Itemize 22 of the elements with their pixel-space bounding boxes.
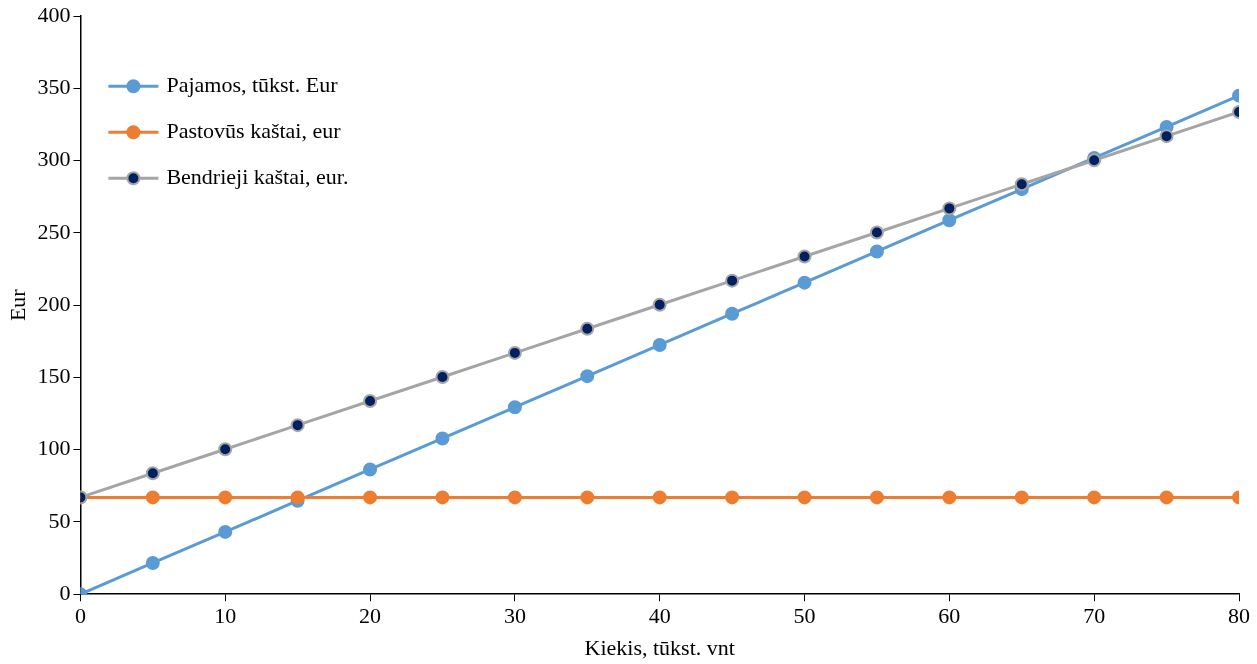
y-tick-label: 300: [37, 146, 71, 172]
y-tick-label: 0: [59, 579, 71, 605]
y-tick-label: 200: [37, 290, 71, 316]
x-tick-label: 60: [938, 603, 961, 629]
y-tick-label: 100: [37, 435, 71, 461]
x-tick-label: 30: [503, 603, 526, 629]
y-tick-label: 350: [37, 74, 71, 100]
y-tick-label: 250: [37, 218, 71, 244]
y-tick-label: 50: [48, 507, 71, 533]
x-tick-label: 70: [1083, 603, 1106, 629]
y-axis-title: Eur: [4, 288, 30, 322]
x-tick-label: 10: [214, 603, 237, 629]
x-tick-label: 40: [648, 603, 671, 629]
x-tick-label: 80: [1228, 603, 1250, 629]
y-tick-label: 400: [37, 1, 71, 27]
legend-label: Bendrieji kaštai, eur.: [166, 163, 349, 189]
legend-label: Pastovūs kaštai, eur: [166, 117, 342, 143]
legend-label: Pajamos, tūkst. Eur: [166, 71, 339, 97]
x-tick-label: 50: [793, 603, 816, 629]
y-tick-label: 150: [37, 363, 71, 389]
x-axis-title: Kiekis, tūkst. vnt: [584, 634, 735, 660]
x-tick-label: 20: [359, 603, 382, 629]
